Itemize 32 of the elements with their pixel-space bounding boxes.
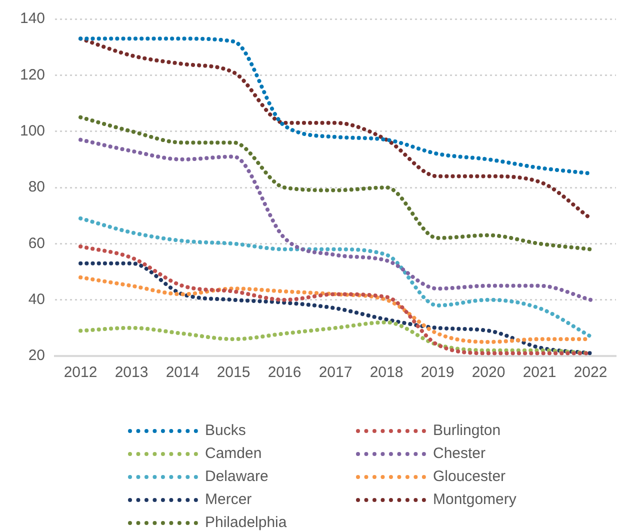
- x-tick-label: 2018: [370, 364, 404, 382]
- x-tick-label: 2013: [114, 364, 148, 382]
- legend-label: Camden: [205, 445, 262, 462]
- line-series: [78, 261, 592, 356]
- y-tick-label: 80: [28, 178, 46, 196]
- legend-label: Mercer: [205, 491, 252, 508]
- x-tick-label: 2019: [420, 364, 454, 382]
- x-tick-label: 2014: [166, 364, 200, 382]
- y-tick-label: 20: [28, 347, 46, 364]
- y-tick-label: 40: [28, 290, 46, 308]
- legend-label: Delaware: [205, 468, 268, 485]
- legend-label: Burlington: [433, 422, 501, 439]
- legend-label: Gloucester: [433, 468, 506, 485]
- x-tick-label: 2015: [216, 364, 250, 382]
- line-series: [78, 216, 592, 338]
- y-tick-label: 100: [20, 122, 46, 140]
- y-tick-label: 120: [20, 66, 46, 84]
- line-series: [78, 115, 592, 252]
- x-tick-label: 2012: [64, 364, 98, 382]
- y-tick-label: 140: [20, 10, 46, 28]
- legend-label: Chester: [433, 445, 486, 462]
- x-tick-label: 2017: [318, 364, 352, 382]
- line-series: [78, 138, 592, 302]
- x-tick-label: 2020: [472, 364, 506, 382]
- x-tick-label: 2022: [574, 364, 608, 382]
- x-tick-label: 2021: [522, 364, 556, 382]
- line-series: [78, 36, 592, 176]
- legend-label: Montgomery: [433, 491, 516, 508]
- legend-label: Philadelphia: [205, 514, 287, 531]
- x-tick-label: 2016: [268, 364, 302, 382]
- legend-label: Bucks: [205, 422, 246, 439]
- y-tick-label: 60: [28, 234, 46, 252]
